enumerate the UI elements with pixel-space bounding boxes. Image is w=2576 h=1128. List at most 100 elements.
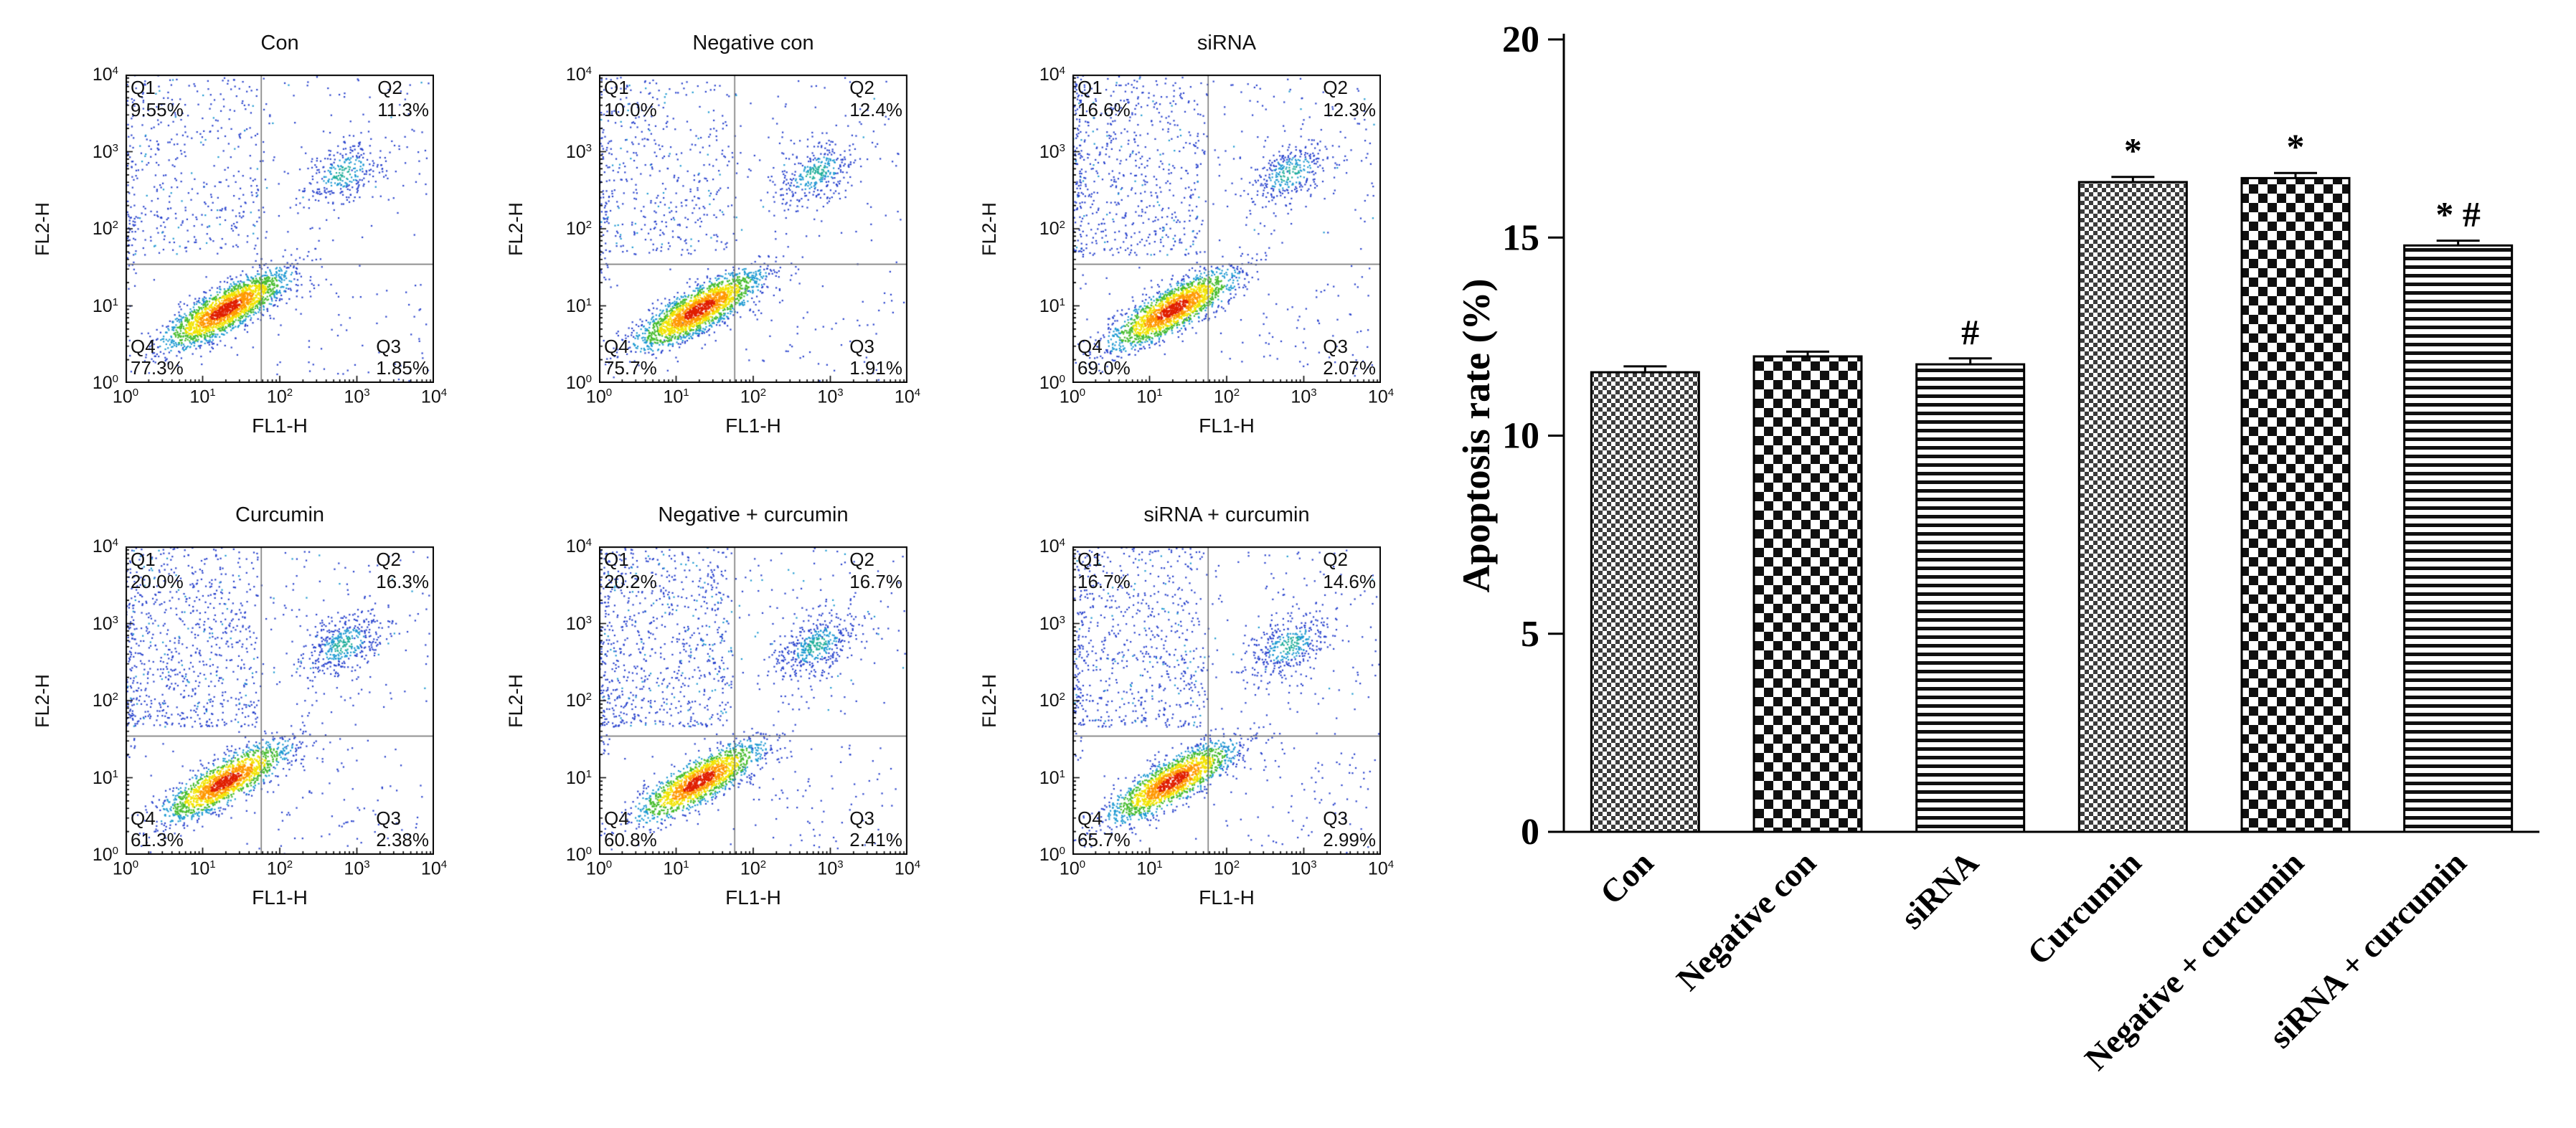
y-tick-label: 100 — [565, 844, 592, 866]
flow-scatter-canvas — [1072, 546, 1381, 855]
panel-title: siRNA — [1197, 32, 1257, 54]
x-axis-title: FL1-H — [725, 414, 781, 437]
y-tick-label: 101 — [565, 767, 592, 788]
y-axis-title: FL2-H — [29, 546, 55, 855]
y-tick-label: 10 — [1502, 416, 1539, 457]
y-tick-label: 104 — [1039, 536, 1065, 557]
x-tick-label: 103 — [344, 387, 370, 407]
x-tick-label: 103 — [1291, 387, 1317, 407]
x-axis-ticks: 100 101 102 103 104 — [113, 858, 447, 881]
x-axis-ticks: 100 101 102 103 104 — [1060, 858, 1394, 881]
x-tick-label: 102 — [740, 387, 767, 407]
flow-scatter-canvas — [599, 546, 907, 855]
x-axis-title: FL1-H — [725, 886, 781, 909]
y-tick-label: 104 — [1039, 64, 1065, 85]
y-tick-label: 104 — [92, 64, 118, 85]
x-tick-label: 100 — [585, 858, 613, 879]
y-tick-label: 102 — [565, 690, 592, 711]
x-axis-title: FL1-H — [1199, 886, 1255, 909]
x-tick-label: 103 — [344, 858, 370, 879]
x-tick-label: 101 — [189, 387, 216, 407]
y-tick-label: 100 — [1039, 372, 1065, 394]
y-tick-label: 100 — [92, 372, 118, 394]
x-category-label: Con — [1593, 844, 1660, 911]
x-tick-label: 103 — [817, 387, 844, 407]
x-tick-label: 100 — [585, 387, 613, 407]
bar-3 — [1915, 363, 2026, 833]
chart-bars — [1590, 171, 2514, 833]
y-axis-title: FL2-H — [976, 75, 1002, 383]
y-tick-label: 104 — [92, 536, 118, 557]
bar-2 — [1752, 355, 1863, 833]
x-tick-label: 100 — [1059, 387, 1086, 407]
x-axis-ticks: 100 101 102 103 104 — [113, 387, 447, 409]
y-tick-label: 100 — [1039, 844, 1065, 866]
bar-1 — [1590, 371, 1700, 833]
y-tick-label: 103 — [1039, 141, 1065, 162]
x-tick-label: 104 — [1367, 387, 1395, 407]
x-tick-label: 103 — [1291, 858, 1317, 879]
panel-title: Negative + curcumin — [658, 503, 849, 526]
x-tick-label: 102 — [266, 858, 293, 879]
y-tick-label: 101 — [1039, 767, 1065, 788]
y-tick-label: 103 — [565, 141, 592, 162]
significance-marker: * — [2124, 131, 2142, 171]
y-tick-label: 103 — [92, 613, 118, 634]
y-tick-label: 102 — [1039, 218, 1065, 240]
y-axis-title: FL2-H — [976, 546, 1002, 855]
flow-scatter-canvas — [126, 75, 434, 383]
y-tick-label: 20 — [1502, 19, 1539, 60]
panel-title: siRNA + curcumin — [1143, 503, 1310, 526]
y-axis-ticks: 100 101 102 103 104 — [57, 537, 121, 864]
flow-panel-sirna-curcumin: siRNA + curcumin FL2-H 100 101 102 103 104 Q… — [965, 480, 1438, 952]
x-category-label: Curcumin — [2020, 844, 2148, 972]
y-tick-label: 103 — [92, 141, 118, 162]
flow-panel-negative-con: Negative con FL2-H 100 101 102 103 104 Q1 10… — [491, 9, 965, 480]
x-tick-label: 100 — [1059, 858, 1086, 879]
y-tick-label: 0 — [1521, 812, 1539, 853]
x-tick-label: 103 — [817, 858, 844, 879]
x-tick-label: 102 — [740, 858, 767, 879]
flow-panel-negative-curcumin: Negative + curcumin FL2-H 100 101 102 103 10… — [491, 480, 965, 952]
y-tick-label: 101 — [1039, 295, 1065, 316]
significance-marker: # — [1961, 312, 1979, 352]
y-axis-title-text: FL2-H — [504, 202, 527, 256]
y-axis-ticks: 100 101 102 103 104 — [1004, 537, 1068, 864]
y-tick-label: 15 — [1502, 217, 1539, 258]
y-axis-title-text: FL2-H — [504, 673, 527, 728]
y-tick-label: 102 — [92, 218, 118, 240]
x-tick-label: 101 — [189, 858, 216, 879]
flow-panel-con: Con FL2-H 100 101 102 103 104 Q1 9.55% Q2 11… — [18, 9, 491, 480]
x-tick-label: 104 — [894, 387, 921, 407]
x-tick-label: 104 — [1367, 858, 1395, 879]
flow-scatter-canvas — [1072, 75, 1381, 383]
y-tick-label: 104 — [565, 64, 592, 85]
x-category-label: Negative con — [1669, 844, 1823, 997]
x-tick-label: 101 — [1136, 858, 1163, 879]
x-tick-label: 102 — [1213, 858, 1240, 879]
y-axis-ticks: 100 101 102 103 104 — [57, 65, 121, 392]
x-tick-label: 104 — [420, 858, 448, 879]
x-tick-label: 101 — [663, 858, 689, 879]
y-axis-title: FL2-H — [503, 546, 529, 855]
y-axis-title-text: FL2-H — [31, 673, 53, 728]
significance-marker: * — [2287, 126, 2305, 166]
bar-4 — [2077, 181, 2188, 833]
y-axis-ticks: 100 101 102 103 104 — [1004, 65, 1068, 392]
flow-cytometry-grid: Con FL2-H 100 101 102 103 104 Q1 9.55% Q2 11… — [18, 9, 1438, 952]
y-axis-ticks: 100 101 102 103 104 — [530, 537, 595, 864]
x-axis-ticks: 100 101 102 103 104 — [586, 858, 920, 881]
x-tick-label: 100 — [112, 858, 139, 879]
x-axis-ticks: 100 101 102 103 104 — [1060, 387, 1394, 409]
x-tick-label: 102 — [1213, 387, 1240, 407]
x-tick-label: 101 — [1136, 387, 1163, 407]
bar-5 — [2240, 176, 2351, 833]
x-axis-ticks: 100 101 102 103 104 — [586, 387, 920, 409]
flow-scatter-canvas — [126, 546, 434, 855]
y-tick-label: 101 — [92, 295, 118, 316]
y-tick-label: 101 — [565, 295, 592, 316]
y-axis-title: FL2-H — [29, 75, 55, 383]
x-axis-title: FL1-H — [252, 886, 308, 909]
y-tick-label: 103 — [565, 613, 592, 634]
